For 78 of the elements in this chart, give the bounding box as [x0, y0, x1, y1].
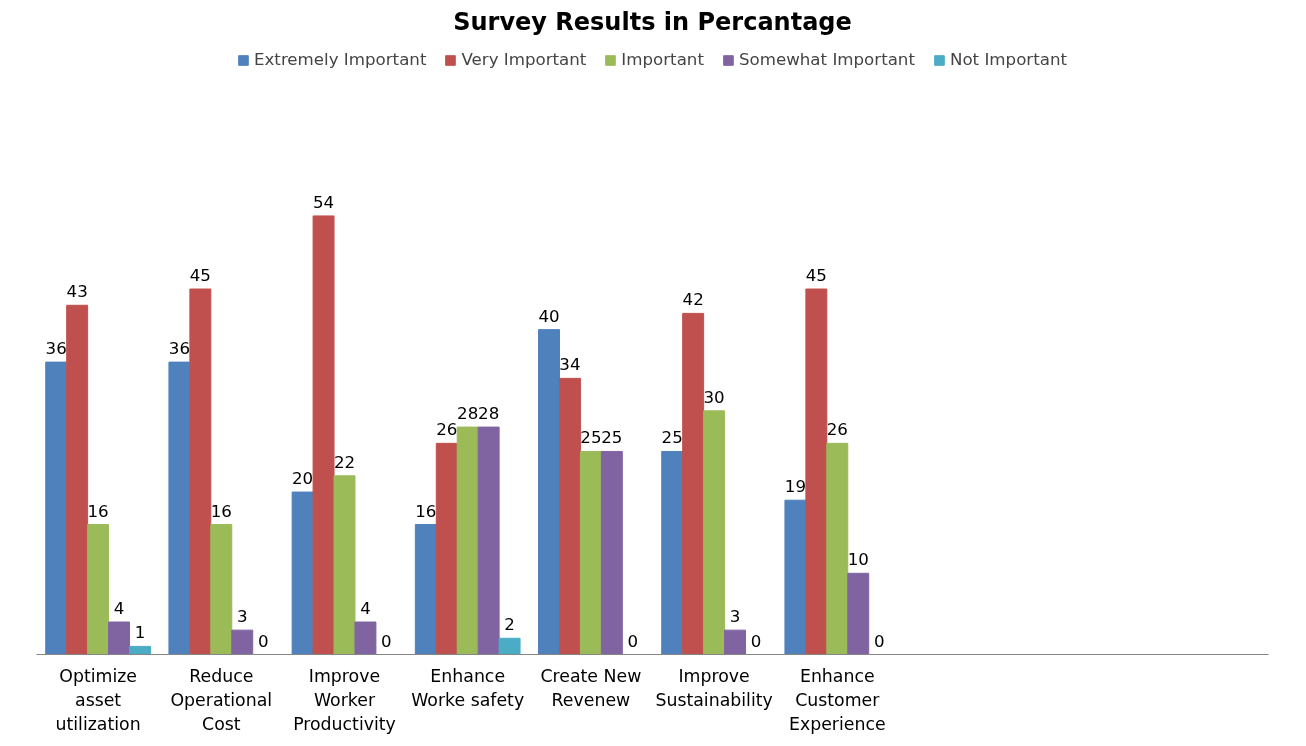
data-label: 26 [826, 420, 848, 440]
data-label: 40 [538, 306, 560, 326]
data-label: 16 [87, 501, 109, 521]
bar [66, 304, 89, 655]
bar [87, 524, 110, 655]
data-label: 45 [805, 266, 827, 286]
x-tick-label: Optimize asset utilization [55, 665, 141, 734]
bar [414, 524, 437, 655]
data-label: 36 [168, 339, 191, 359]
data-label: 25 [580, 428, 602, 448]
data-label: 26 [436, 420, 458, 440]
data-label: 30 [703, 387, 725, 407]
data-label: 28 [478, 404, 500, 424]
bar [558, 377, 581, 655]
bar [703, 410, 726, 655]
legend-label: Not Important [949, 50, 1068, 69]
legend-label: Important [621, 50, 704, 69]
data-label: 25 [661, 428, 683, 448]
data-label: 0 [381, 631, 392, 651]
data-label: 42 [682, 290, 704, 310]
x-tick-label: Enhance Customer Experience [788, 665, 886, 734]
data-label: 16 [210, 501, 232, 521]
x-tick-label: Create New Revenew [540, 665, 642, 710]
bar [661, 450, 684, 655]
bar [189, 288, 212, 655]
data-label: 20 [292, 469, 314, 489]
data-label: 43 [66, 282, 88, 302]
bar [168, 361, 191, 655]
legend-label: Extremely Important [253, 50, 427, 69]
data-label: 3 [729, 607, 741, 627]
bar [538, 329, 560, 655]
bar [847, 572, 870, 655]
bar [784, 499, 807, 655]
bar [579, 450, 602, 655]
data-label: 0 [257, 631, 269, 651]
data-label: 22 [333, 452, 356, 472]
data-label: 3 [236, 607, 248, 627]
data-label: 28 [457, 404, 479, 424]
data-label: 0 [627, 631, 639, 651]
bar [108, 621, 131, 655]
bar [354, 621, 377, 655]
data-label: 4 [360, 599, 371, 619]
bar [805, 288, 828, 655]
bar [45, 361, 68, 655]
data-label: 4 [113, 599, 125, 619]
bar [312, 215, 335, 655]
data-label: 54 [312, 192, 335, 212]
data-label: 10 [847, 550, 869, 570]
bar [600, 450, 623, 655]
data-label: 36 [45, 339, 67, 359]
bar [826, 442, 849, 655]
bar [333, 475, 356, 655]
legend-label: Somewhat Important [738, 50, 915, 69]
data-label: 25 [601, 428, 623, 448]
data-label: 1 [134, 623, 146, 643]
bar [291, 491, 314, 655]
bar [477, 426, 500, 655]
data-label: 16 [415, 501, 437, 521]
bar [129, 645, 151, 655]
bar [435, 442, 458, 655]
data-label: 19 [784, 477, 807, 497]
data-label: 0 [750, 631, 762, 651]
x-tick-label: Reduce Operational Cost [170, 665, 273, 734]
data-label: 2 [504, 615, 515, 635]
data-label: 45 [189, 266, 211, 286]
bar [231, 629, 254, 655]
legend-label: Very Important [461, 50, 587, 69]
bar [724, 629, 747, 655]
bar [210, 524, 233, 655]
x-tick-label: Improve Sustainability [655, 665, 773, 710]
bar [456, 426, 479, 655]
x-tick-label: Improve Worker Productivity [293, 665, 396, 734]
data-label: 0 [873, 631, 885, 651]
x-tick-label: Enhance Worke safety [411, 665, 525, 710]
bar [682, 312, 705, 655]
data-label: 34 [559, 355, 581, 375]
chart-title: Survey Results in Percantage [453, 7, 852, 36]
bar [498, 637, 521, 655]
